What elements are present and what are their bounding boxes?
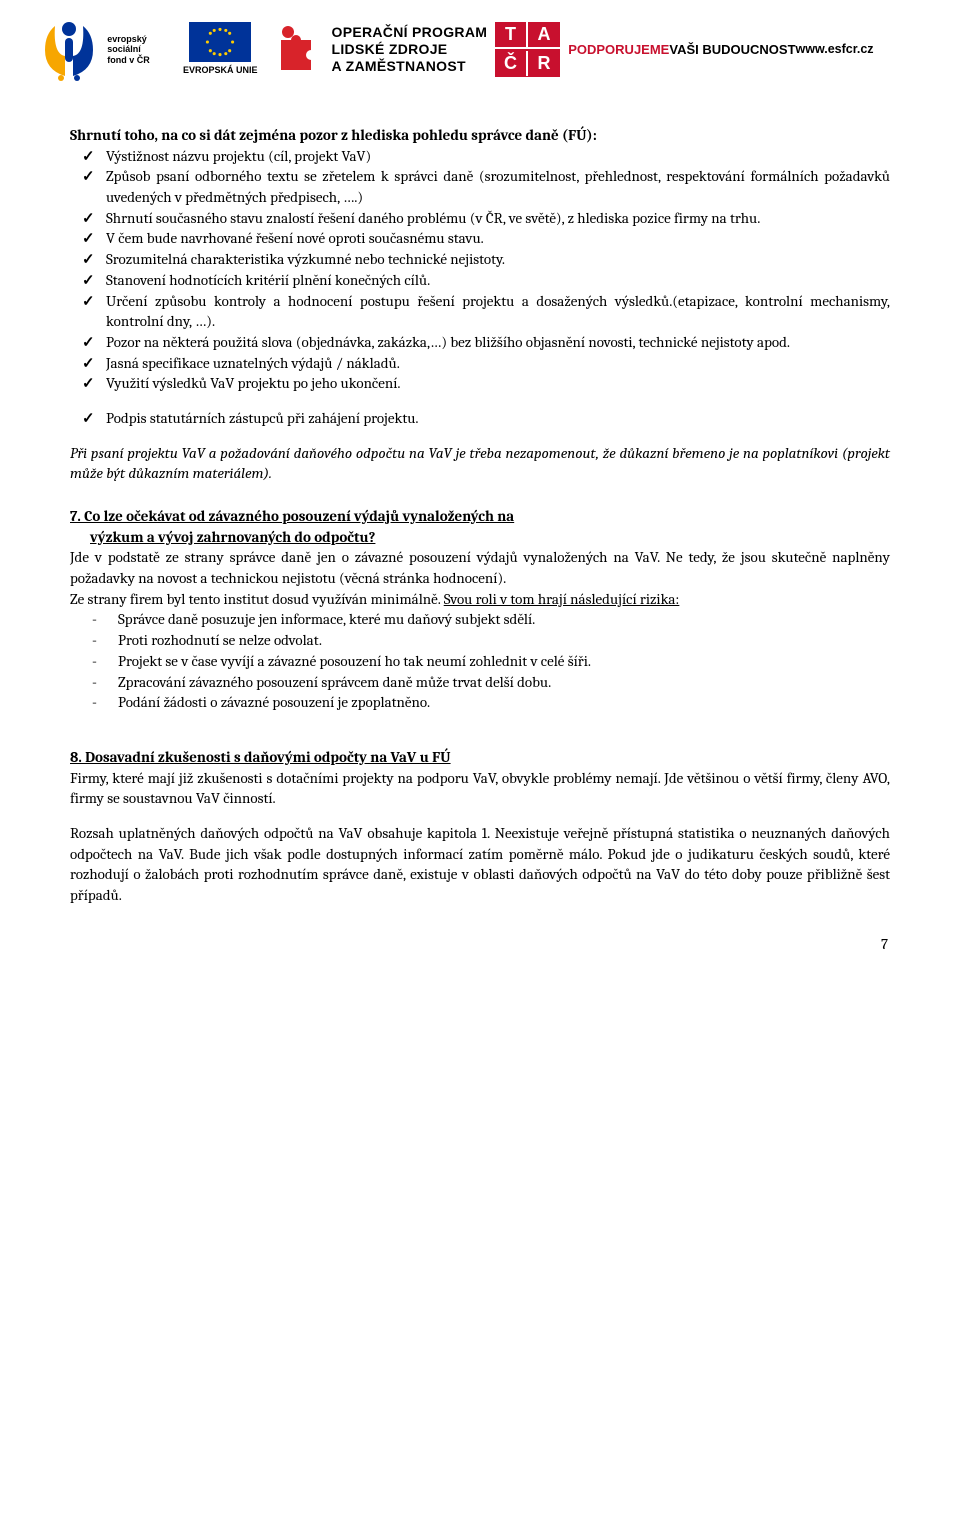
- oplz-line1: OPERAČNÍ PROGRAM: [332, 24, 488, 41]
- esf-text-line1: evropský: [107, 34, 150, 44]
- checklist-item: Pozor na některá použitá slova (objednáv…: [106, 332, 890, 353]
- italic-note: Při psaní projektu VaV a požadování daňo…: [70, 443, 890, 484]
- oplz-line2: LIDSKÉ ZDROJE: [332, 41, 488, 58]
- page-content: Shrnutí toho, na co si dát zejména pozor…: [0, 125, 960, 994]
- dash-list-item: Projekt se v čase vyvíjí a závazné posou…: [118, 651, 890, 672]
- section-7-heading: 7. Co lze očekávat od závazného posouzen…: [70, 506, 890, 547]
- eu-label: EVROPSKÁ UNIE: [183, 64, 258, 76]
- esf-text-line2: sociální: [107, 44, 150, 54]
- checklist-item: Stanovení hodnotících kritérií plnění ko…: [106, 270, 890, 291]
- podp-line2: VAŠI BUDOUCNOST: [669, 41, 795, 59]
- sec7-para1: Jde v podstatě ze strany správce daně je…: [70, 547, 890, 588]
- checklist-extra: Podpis statutárních zástupců při zahájen…: [70, 408, 890, 429]
- eu-flag-icon: [189, 22, 251, 62]
- checklist-item: Podpis statutárních zástupců při zahájen…: [106, 408, 890, 429]
- esf-logo: evropský sociální fond v ČR: [10, 12, 175, 87]
- header-logo-strip: evropský sociální fond v ČR EVROPSKÁ UNI…: [0, 0, 960, 95]
- intro-heading: Shrnutí toho, na co si dát zejména pozor…: [70, 125, 890, 146]
- sec7-p2b: Svou roli v tom hrají následující rizika…: [444, 590, 680, 608]
- page-number: 7: [70, 934, 890, 955]
- sec8-para2: Rozsah uplatněných daňových odpočtů na V…: [70, 823, 890, 906]
- tacr-cell-c: Č: [495, 51, 528, 76]
- dash-list-item: Správce daně posuzuje jen informace, kte…: [118, 609, 890, 630]
- section-8-heading: 8. Dosavadní zkušenosti s daňovými odpoč…: [70, 747, 890, 768]
- podp-line3: www.esfcr.cz: [796, 41, 874, 58]
- checklist-main: Výstižnost názvu projektu (cíl, projekt …: [70, 146, 890, 394]
- oplz-logo: OPERAČNÍ PROGRAM LIDSKÉ ZDROJE A ZAMĚSTN…: [266, 20, 488, 80]
- checklist-item: Výstižnost názvu projektu (cíl, projekt …: [106, 146, 890, 167]
- dash-list-item: Podání žádosti o závazné posouzení je zp…: [118, 692, 890, 713]
- tacr-cell-r: R: [528, 51, 561, 76]
- esf-person-icon: [35, 16, 103, 84]
- oplz-line3: A ZAMĚSTNANOST: [332, 58, 488, 75]
- sec7-h-line1: 7. Co lze očekávat od závazného posouzen…: [70, 507, 514, 525]
- checklist-item: Jasná specifikace uznatelných výdajů / n…: [106, 353, 890, 374]
- eu-flag-logo: EVROPSKÁ UNIE: [183, 22, 258, 76]
- sec8-para1: Firmy, které mají již zkušenosti s dotač…: [70, 768, 890, 809]
- tacr-cell-t: T: [495, 22, 528, 49]
- checklist-item: Využití výsledků VaV projektu po jeho uk…: [106, 373, 890, 394]
- sec7-para2: Ze strany firem byl tento institut dosud…: [70, 589, 890, 610]
- checklist-item: Srozumitelná charakteristika výzkumné ne…: [106, 249, 890, 270]
- sec7-p2a: Ze strany firem byl tento institut dosud…: [70, 590, 444, 608]
- tacr-cell-a: A: [528, 22, 561, 49]
- oplz-puzzle-icon: [266, 20, 326, 80]
- dash-list-item: Proti rozhodnutí se nelze odvolat.: [118, 630, 890, 651]
- dash-list-item: Zpracování závazného posouzení správcem …: [118, 672, 890, 693]
- checklist-item: Způsob psaní odborného textu se zřetelem…: [106, 166, 890, 207]
- sec7-h-line2: výzkum a vývoj zahrnovaných do odpočtu?: [70, 527, 890, 548]
- tacr-logo: T A Č R: [495, 22, 560, 77]
- checklist-item: Shrnutí současného stavu znalostí řešení…: [106, 208, 890, 229]
- esf-text-line3: fond v ČR: [107, 55, 150, 65]
- checklist-item: Určení způsobu kontroly a hodnocení post…: [106, 291, 890, 332]
- sec7-dash-list: Správce daně posuzuje jen informace, kte…: [70, 609, 890, 712]
- podporujeme-logo: PODPORUJEME VAŠI BUDOUCNOST www.esfcr.cz: [568, 40, 873, 58]
- checklist-item: V čem bude navrhované řešení nové oproti…: [106, 228, 890, 249]
- podp-line1: PODPORUJEME: [568, 41, 669, 59]
